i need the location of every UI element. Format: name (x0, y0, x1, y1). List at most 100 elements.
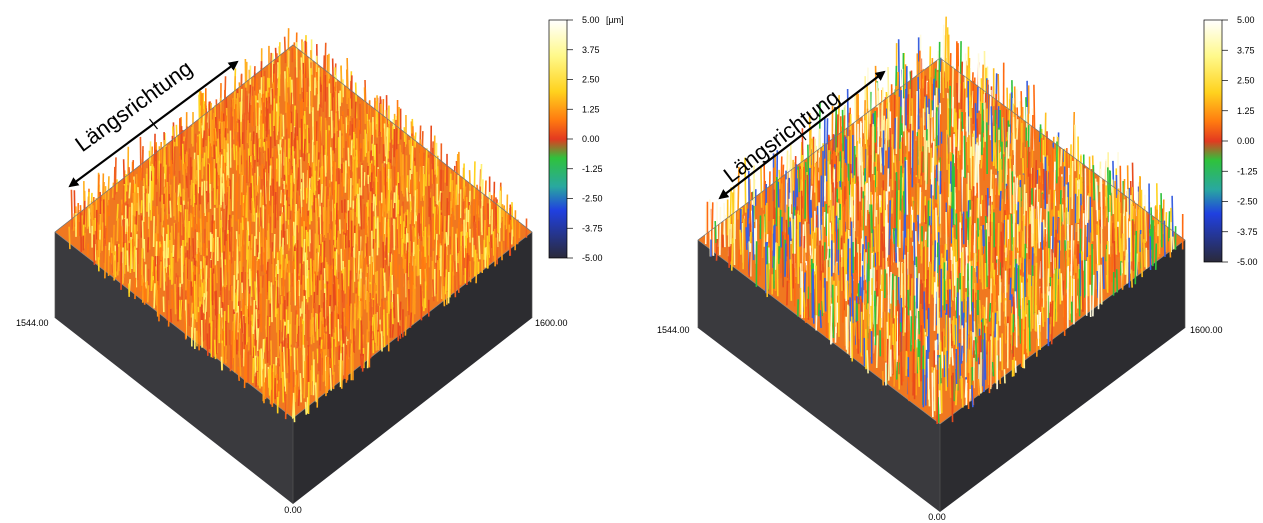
surface-spike (433, 279, 434, 301)
surface-spike (209, 240, 210, 277)
surface-spike (241, 328, 242, 367)
surface-spike (169, 305, 170, 327)
surface-spike (387, 127, 388, 164)
surface-spike (986, 297, 987, 318)
surface-spike (368, 292, 369, 331)
colorbar-tick-label: 3.75 (582, 45, 600, 55)
colorbar-tick-label: 5.00 (582, 15, 600, 25)
surface-spike (1056, 269, 1057, 322)
surface-spike (731, 244, 732, 261)
colorbar-tick-label: 3.75 (1237, 45, 1255, 55)
surface-spike (295, 204, 296, 243)
surface-spike (706, 205, 707, 244)
surface-spike (1026, 253, 1027, 283)
surface-spike (204, 153, 205, 167)
surface-spike (267, 109, 268, 138)
surface-spike (358, 127, 359, 164)
surface-spike (964, 89, 965, 137)
surface-spike (394, 294, 395, 318)
surface-spike (857, 321, 858, 354)
surface-spike (1052, 301, 1053, 345)
surface-spike (396, 185, 397, 217)
surface-spike (783, 232, 784, 288)
surface-spike (1072, 161, 1073, 209)
surface-spike (779, 246, 780, 264)
surface-spike (831, 304, 832, 345)
surface-spike (993, 362, 994, 376)
surface-spike (300, 373, 301, 402)
surface-spike (374, 283, 375, 315)
surface-spike (317, 349, 318, 364)
surface-spike (777, 243, 778, 296)
surface-spike (400, 302, 401, 321)
surface-spike (730, 187, 731, 229)
surface-spike (142, 220, 143, 248)
surface-spike (88, 197, 89, 229)
colorbar-tick-label: -3.75 (1237, 227, 1258, 237)
surface-spike (313, 111, 314, 142)
surface-spike (329, 266, 330, 289)
surface-spike (325, 257, 326, 270)
surface-spike (738, 250, 739, 270)
surface-spike (926, 350, 927, 406)
surface-spike (420, 166, 421, 201)
surface-spike (301, 248, 302, 285)
surface-spike (1158, 243, 1159, 257)
surface-spike (753, 205, 754, 260)
surface-spike (397, 229, 398, 248)
surface-spike (456, 185, 457, 206)
surface-spike (365, 235, 366, 258)
surface-spike (266, 299, 267, 329)
surface-spike (376, 294, 377, 313)
surface-spike (1011, 133, 1012, 159)
surface-spike (398, 294, 399, 325)
surface-spike (826, 314, 827, 338)
surface-spike (813, 269, 814, 324)
surface-spike (214, 274, 215, 309)
surface-spike (204, 293, 205, 314)
surface-spike (444, 286, 445, 306)
surface-spike (1009, 317, 1010, 360)
surface-spike (373, 194, 374, 211)
surface-spike (916, 340, 917, 396)
surface-spike (438, 262, 439, 302)
surface-spike (1173, 237, 1174, 250)
surface-spike (171, 160, 172, 179)
surface-spike (724, 203, 725, 247)
axis-label: 1544.00 (16, 318, 49, 328)
surface-spike (247, 120, 248, 143)
surface-spike (264, 169, 265, 207)
surface-spike (467, 253, 468, 285)
surface-spike (198, 155, 199, 193)
surface-spike (811, 186, 812, 202)
surface-spike (852, 317, 853, 362)
surface-spike (945, 182, 946, 234)
surface-spike (940, 390, 941, 414)
surface-spike (179, 211, 180, 232)
surface-spike (746, 227, 747, 250)
surface-spike (384, 309, 385, 347)
colorbar-tick-label: -1.25 (1237, 166, 1258, 176)
surface-spike (318, 305, 319, 329)
surface-spike (334, 284, 335, 311)
surface-spike (157, 290, 158, 316)
surface-spike (825, 278, 826, 312)
colorbar-tick-label: 0.00 (1237, 136, 1255, 146)
surface-spike (460, 251, 461, 285)
colorbar-tick-label: -1.25 (582, 164, 603, 174)
surface-spike (1065, 251, 1066, 291)
surface-spike (958, 151, 959, 191)
surface-spike (918, 215, 919, 241)
surface-spike (84, 233, 85, 249)
colorbar-tick-label: -3.75 (582, 223, 603, 233)
colorbar-tick-label: -2.50 (582, 194, 603, 204)
surface-spike (216, 315, 217, 355)
surface-spike (1011, 214, 1012, 251)
surface-spike (361, 354, 362, 369)
surface-spike (1000, 191, 1001, 211)
surface-spike (98, 174, 99, 213)
surface-spike (447, 247, 448, 270)
colorbar-unit: [µm] (606, 15, 624, 25)
surface-spike (1112, 254, 1113, 282)
surface-spike (993, 263, 994, 279)
